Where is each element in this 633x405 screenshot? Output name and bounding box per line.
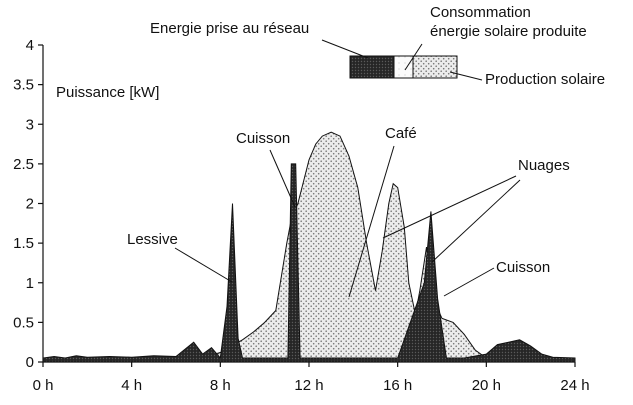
legend-swatch-solar-production [412,55,458,79]
legend: Energie prise au réseau Consommation éne… [150,4,605,88]
annotation-cuisson-evening: Cuisson [496,259,550,276]
legend-label-grid-energy: Energie prise au réseau [150,20,309,37]
legend-label-self-consumption-line2: énergie solaire produite [430,23,587,40]
annotation-cuisson-midday: Cuisson [236,130,290,147]
plot-areas [42,131,576,363]
legend-swatch-grid-energy [349,55,395,79]
y-tick-label: 0 [26,354,34,371]
legend-label-self-consumption-line1: Consommation [430,4,531,21]
y-tick-label: 2 [26,196,34,213]
annotation-nuages: Nuages [518,157,570,174]
x-tick-label: 24 h [560,377,589,394]
legend-swatch-self-consumption [393,55,414,79]
x-tick-label: 12 h [294,377,323,394]
y-tick-label: 0.5 [13,314,34,331]
annotation-leader-nuages-2 [431,179,521,263]
x-tick-label: 20 h [472,377,501,394]
x-tick-label: 8 h [210,377,231,394]
x-ticks: 0 h 4 h 8 h 12 h 16 h 20 h 24 h [33,362,590,394]
y-tick-label: 1.5 [13,235,34,252]
annotation-leader-nuages-1 [382,175,517,239]
y-tick-label: 3.5 [13,77,34,94]
y-tick-label: 4 [26,37,34,54]
annotation-leader-cuisson-evening [443,267,495,297]
annotation-lessive: Lessive [127,231,178,248]
annotation-leader-cuisson-midday [269,149,296,208]
legend-leader-solar-production [449,71,483,81]
annotation-cafe: Café [385,125,417,142]
annotations: Lessive Cuisson Café Nuages Cuisson [127,125,570,298]
x-tick-label: 16 h [383,377,412,394]
series-area-energie-prise-au-reseau [42,163,576,363]
legend-leader-self-consumption [404,43,423,71]
y-axis-label: Puissance [kW] [56,84,159,101]
x-tick-label: 0 h [33,377,54,394]
annotation-leader-lessive [174,247,233,283]
y-tick-label: 3 [26,116,34,133]
y-ticks: 0 0.5 1 1.5 2 2.5 3 3.5 4 [13,37,43,371]
y-tick-label: 1 [26,275,34,292]
x-tick-label: 4 h [121,377,142,394]
legend-label-solar-production: Production solaire [485,71,605,88]
annotation-leader-cafe [348,145,395,298]
y-tick-label: 2.5 [13,156,34,173]
legend-leader-grid-energy [321,39,369,59]
